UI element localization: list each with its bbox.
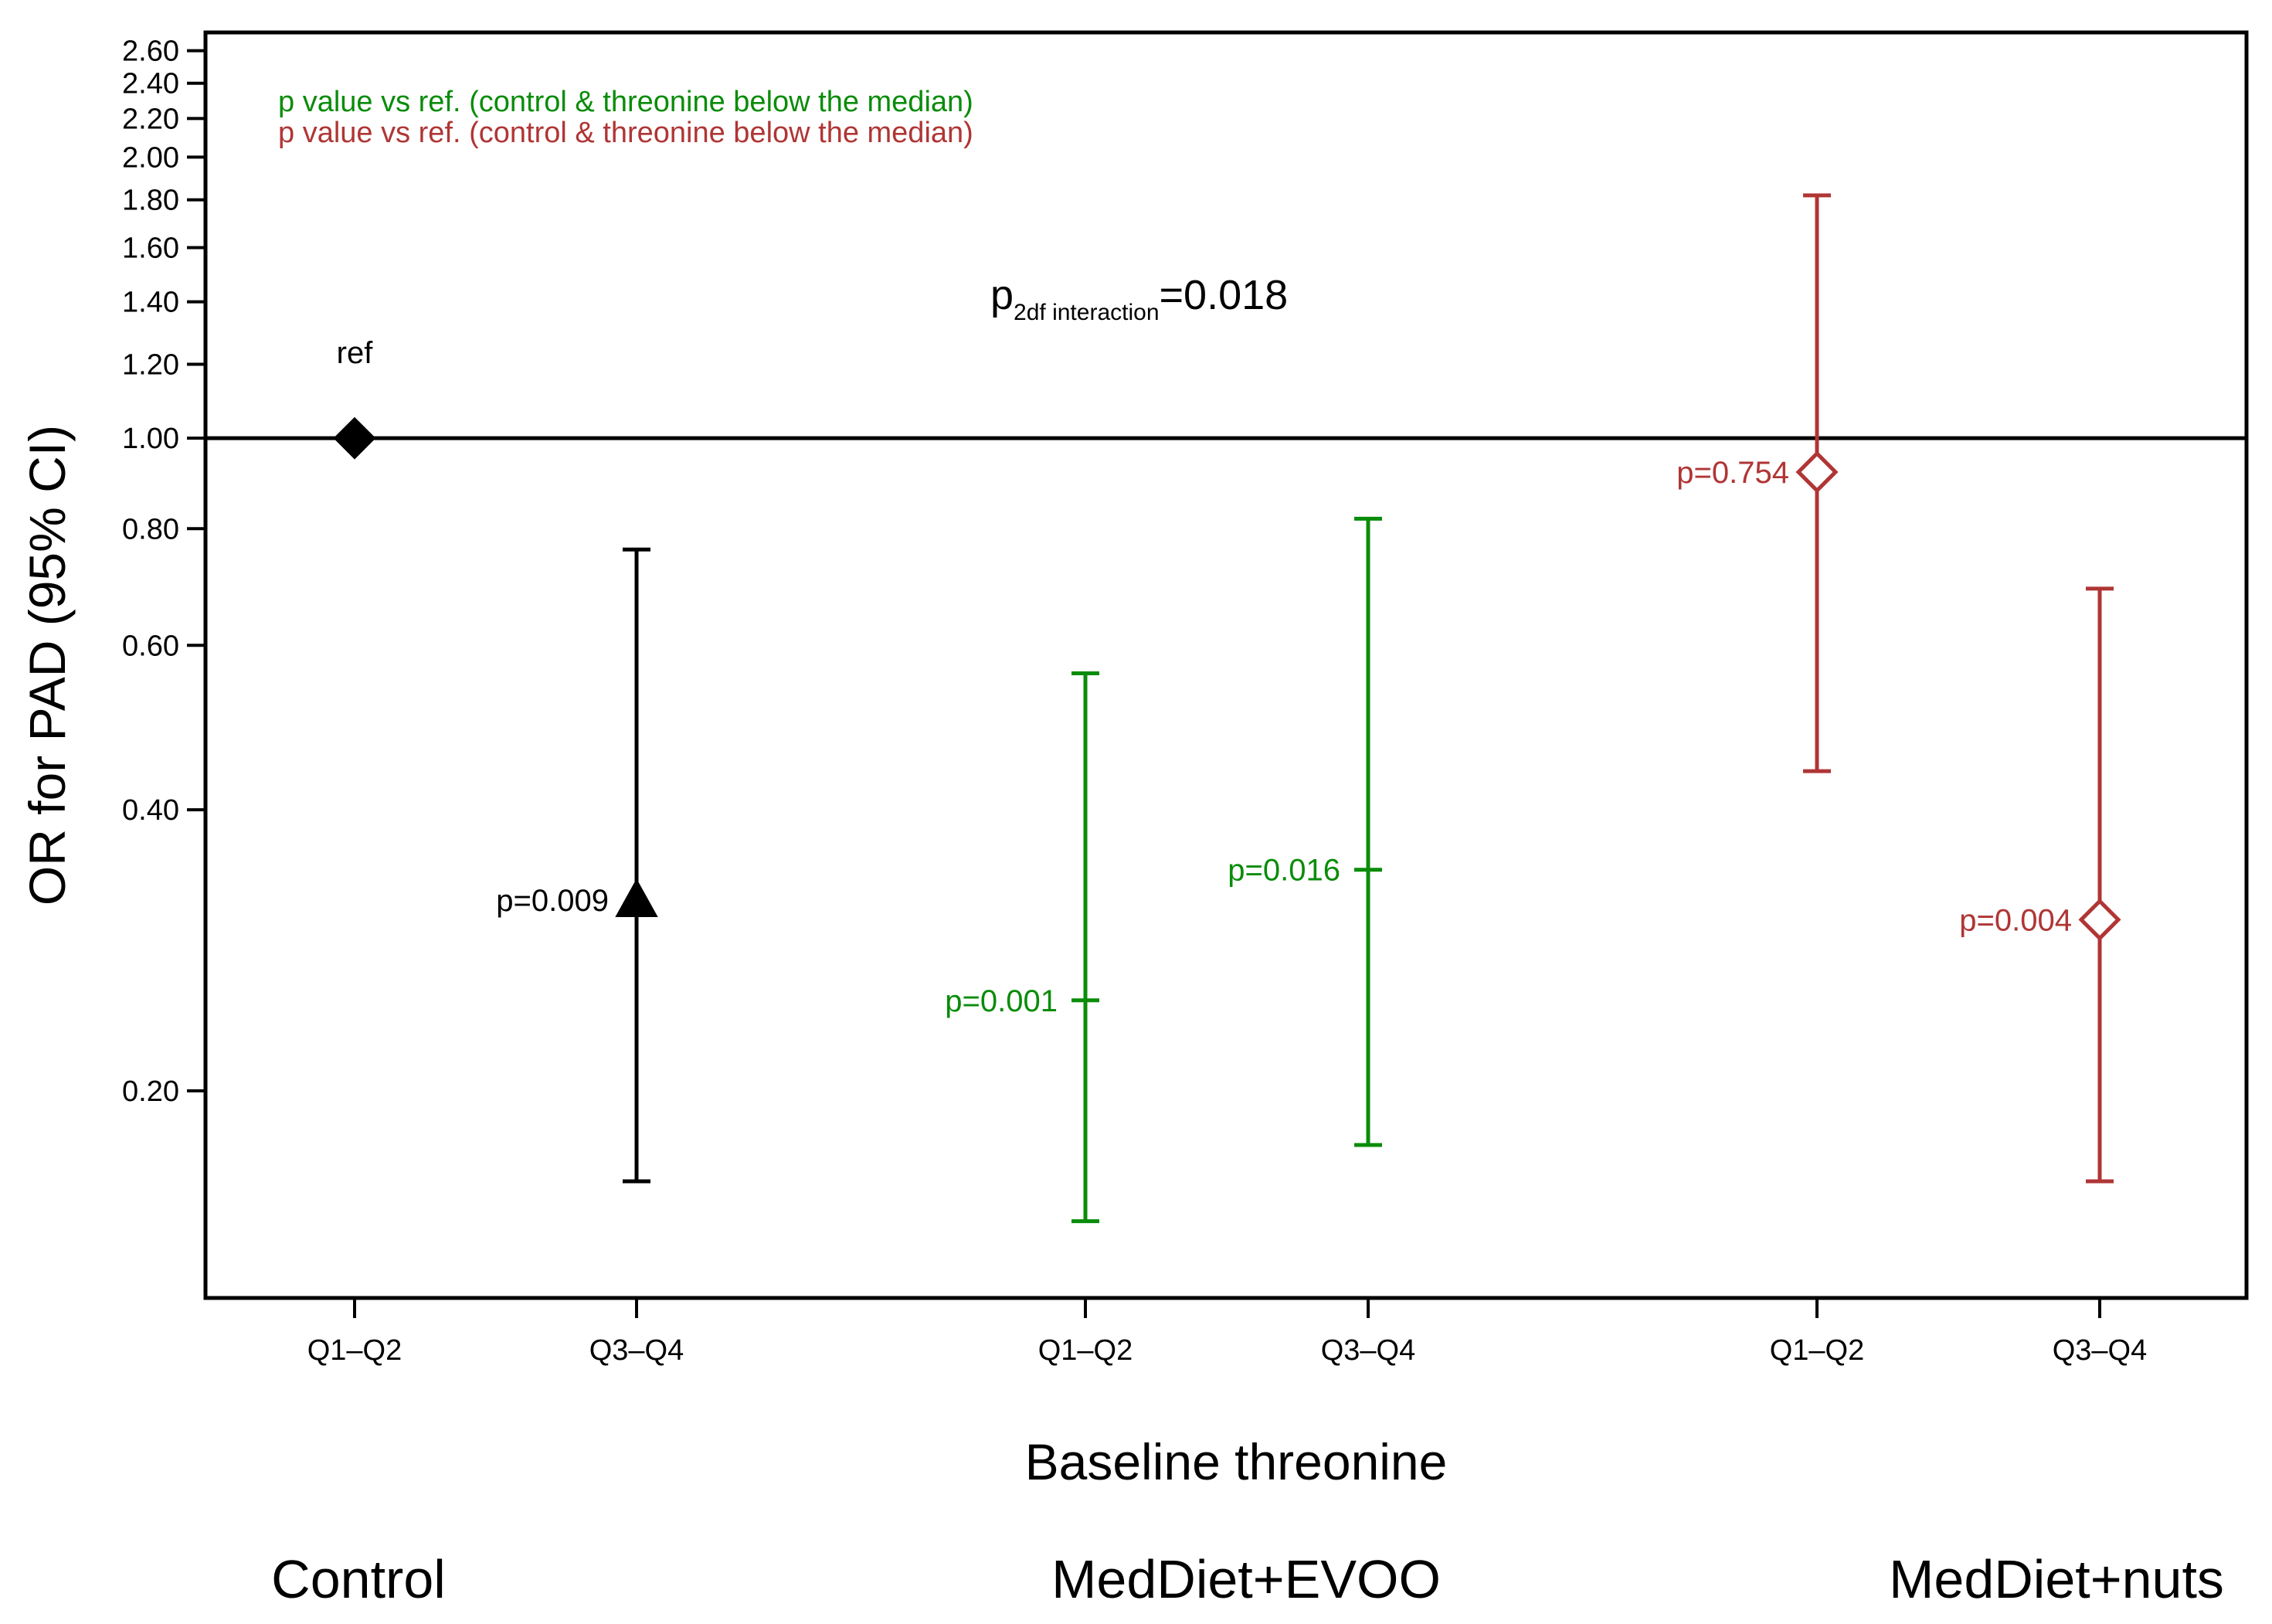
y-tick-label: 0.40 — [122, 794, 179, 827]
x-tick-label: Q1–Q2 — [307, 1334, 402, 1367]
y-tick-label: 1.60 — [122, 232, 179, 264]
group-label-meddiet-evoo: MedDiet+EVOO — [1051, 1549, 1441, 1609]
interaction-p: p — [990, 272, 1014, 318]
point-marker — [615, 878, 658, 918]
x-tick-label: Q3–Q4 — [1321, 1334, 1416, 1367]
legend-entry-nuts: p value vs ref. (control & threonine bel… — [278, 117, 973, 149]
point-marker — [2078, 898, 2121, 941]
y-tick-label: 0.80 — [122, 513, 179, 545]
x-tick-label: Q3–Q4 — [2053, 1334, 2148, 1367]
x-tick-label: Q1–Q2 — [1770, 1334, 1865, 1367]
x-axis-title: Baseline threonine — [1025, 1433, 1448, 1490]
y-tick-label: 1.40 — [122, 287, 179, 319]
interaction-annotation: p2df interaction=0.018 — [990, 272, 1288, 325]
point-marker — [333, 416, 376, 460]
y-tick-label: 2.20 — [122, 103, 179, 135]
point-marker — [1795, 450, 1839, 494]
y-tick-label: 0.20 — [122, 1075, 179, 1108]
x-tick-label: Q3–Q4 — [589, 1334, 684, 1367]
y-axis-title: OR for PAD (95% CI) — [19, 425, 76, 905]
plot-frame — [203, 30, 2249, 1300]
p-value-label: p=0.754 — [1676, 456, 1789, 490]
y-tick-label: 2.00 — [122, 141, 179, 174]
p-value-label: p=0.009 — [496, 884, 609, 918]
axes: 0.20 0.40 0.60 0.80 1.00 1.20 1.40 1.60 1.80 2.00… — [122, 30, 2249, 1367]
ref-label: ref — [337, 336, 374, 370]
interaction-value: =0.018 — [1160, 272, 1289, 318]
group-label-meddiet-nuts: MedDiet+nuts — [1889, 1549, 2224, 1609]
x-tick-label: Q1–Q2 — [1038, 1334, 1133, 1367]
y-tick-label: 0.60 — [122, 630, 179, 662]
data-series: p=0.009 p=0.001 p=0.016 p=0.754 p=0.004 — [333, 193, 2121, 1224]
interaction-subscript: 2df interaction — [1014, 300, 1159, 325]
y-tick-label: 1.80 — [122, 185, 179, 217]
y-tick-label: 2.60 — [122, 36, 179, 68]
p-value-label: p=0.001 — [945, 984, 1058, 1018]
y-tick-label: 1.00 — [122, 423, 179, 455]
legend-entry-evoo: p value vs ref. (control & threonine bel… — [278, 86, 973, 118]
p-value-label: p=0.004 — [1959, 903, 2072, 937]
group-label-control: Control — [271, 1549, 446, 1609]
y-tick-label: 2.40 — [122, 68, 179, 100]
p-value-label: p=0.016 — [1228, 854, 1340, 888]
y-tick-label: 1.20 — [122, 348, 179, 381]
